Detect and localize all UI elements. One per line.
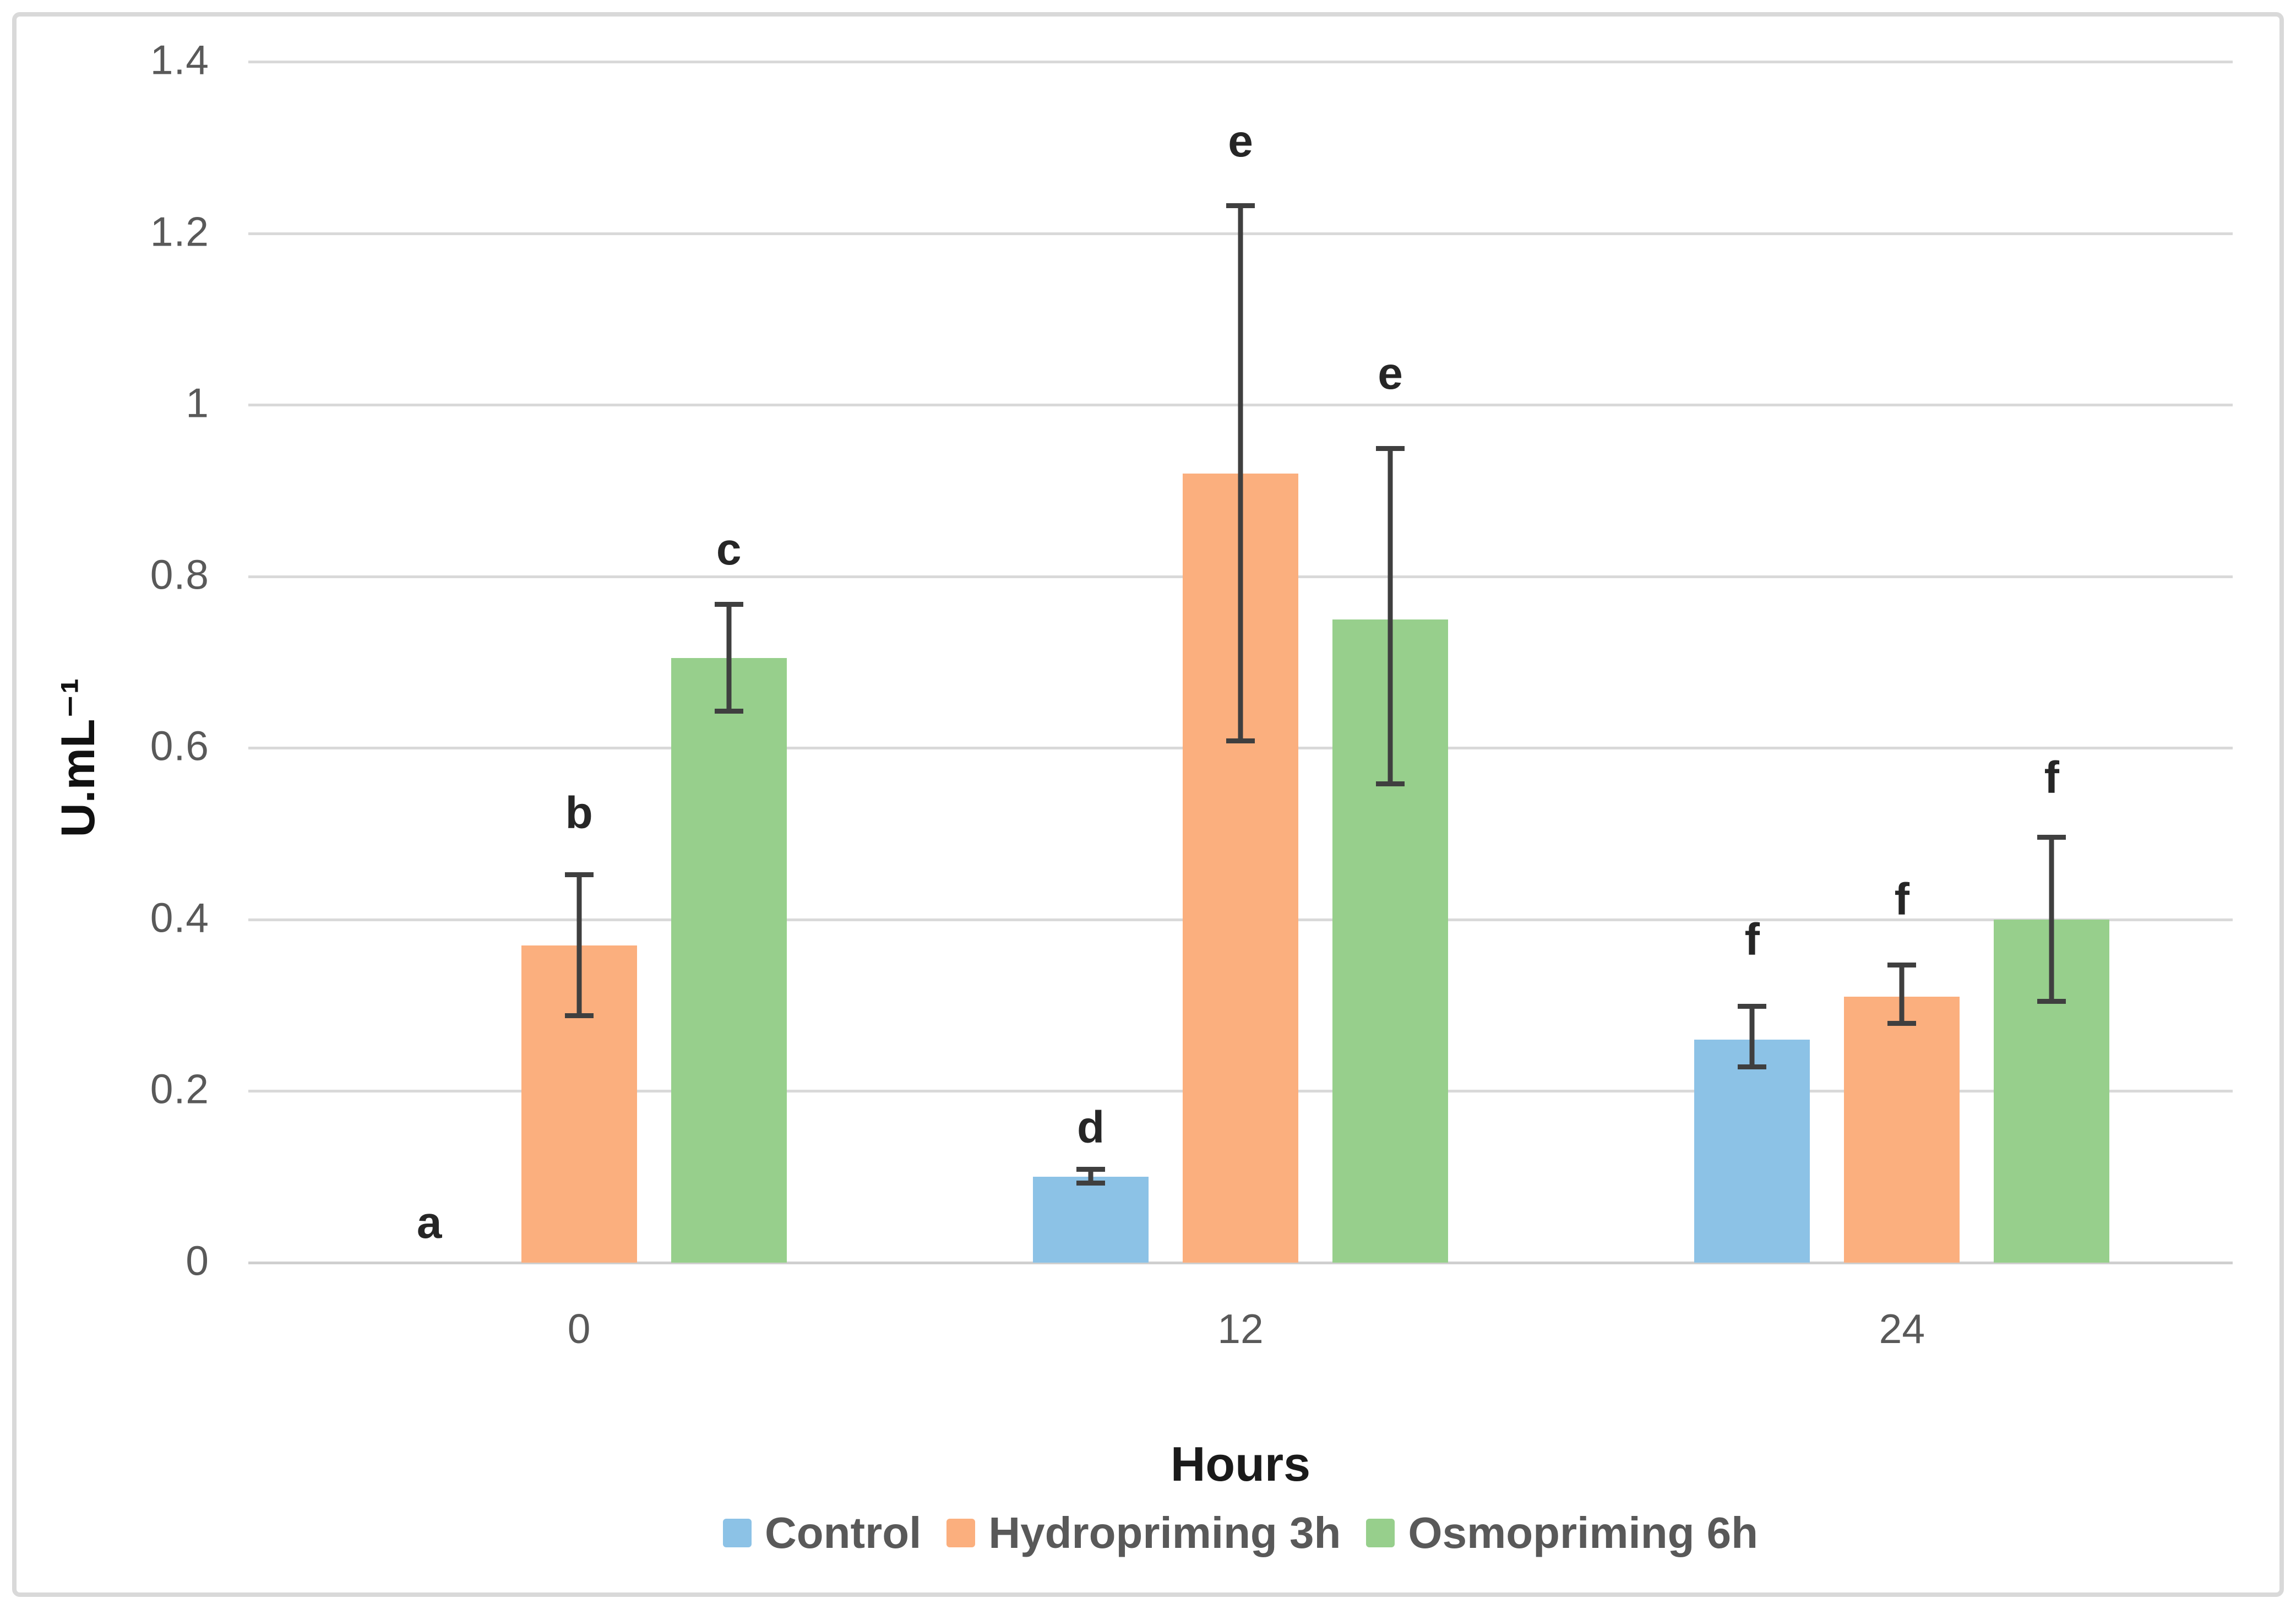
chart-outer-border <box>12 12 2284 1597</box>
y-tick-label-1.2: 1.2 <box>150 208 209 255</box>
error-bar-line <box>2049 834 2054 1004</box>
error-bar-cap-top <box>1376 445 1405 451</box>
error-bar-line <box>1088 1166 1093 1186</box>
error-bar-cap-top <box>1226 203 1255 208</box>
y-tick-label-0.2: 0.2 <box>150 1066 209 1112</box>
y-tick-label-0: 0 <box>186 1237 209 1284</box>
error-bar-cap-top <box>714 602 743 607</box>
x-tick-label-12: 12 <box>1217 1306 1264 1352</box>
significance-letter-f-24: f <box>2044 752 2059 803</box>
legend-item-osmopriming-6h: Osmopriming 6h <box>1366 1508 1758 1558</box>
error-bar-hydropriming-3h-0 <box>564 872 594 1018</box>
error-bar-cap-top <box>564 872 594 878</box>
significance-letter-f-24: f <box>1894 874 1909 925</box>
legend-item-control: Control <box>722 1508 922 1558</box>
error-bar-cap-bottom <box>1226 738 1255 744</box>
error-bar-cap-bottom <box>1738 1064 1767 1070</box>
significance-letter-a-0: a <box>416 1198 442 1248</box>
y-tick-label-1: 1 <box>186 379 209 426</box>
error-bar-cap-bottom <box>714 708 743 714</box>
x-tick-label-24: 24 <box>1879 1306 1925 1352</box>
bar-hydropriming-3h-24 <box>1844 997 1960 1263</box>
gridline-0 <box>248 1262 2233 1264</box>
error-bar-line <box>1749 1003 1755 1070</box>
error-bar-hydropriming-3h-12 <box>1226 203 1255 744</box>
legend-swatch <box>1366 1519 1395 1547</box>
y-tick-label-1.4: 1.4 <box>150 36 209 83</box>
bar-control-12 <box>1033 1177 1149 1263</box>
legend-swatch <box>946 1519 976 1547</box>
error-bar-hydropriming-3h-24 <box>1887 962 1917 1026</box>
error-bar-line <box>726 602 732 714</box>
error-bar-cap-bottom <box>1376 781 1405 787</box>
gridline-1.4 <box>248 60 2233 63</box>
significance-letter-c-0: c <box>716 524 742 575</box>
error-bar-control-24 <box>1738 1003 1767 1070</box>
legend: Control Hydropriming 3h Osmopriming 6h <box>248 1508 2233 1558</box>
error-bar-cap-bottom <box>1887 1021 1917 1026</box>
significance-letter-f-24: f <box>1744 915 1760 965</box>
error-bar-cap-top <box>1887 962 1917 967</box>
significance-letter-e-12: e <box>1228 116 1253 166</box>
significance-letter-b-0: b <box>565 787 593 838</box>
error-bar-cap-top <box>1738 1003 1767 1009</box>
error-bar-line <box>1899 962 1905 1026</box>
error-bar-line <box>1238 203 1243 744</box>
error-bar-cap-bottom <box>564 1013 594 1018</box>
x-axis-title: Hours <box>1170 1437 1311 1491</box>
legend-label: Osmopriming 6h <box>1408 1508 1759 1557</box>
error-bar-cap-top <box>2037 834 2066 840</box>
error-bar-cap-top <box>1076 1166 1105 1172</box>
y-tick-label-0.4: 0.4 <box>150 894 209 941</box>
error-bar-line <box>1388 445 1393 787</box>
error-bar-cap-bottom <box>2037 998 2066 1004</box>
error-bar-osmopriming-6h-24 <box>2037 834 2066 1004</box>
legend-label: Hydropriming 3h <box>988 1508 1341 1557</box>
error-bar-osmopriming-6h-12 <box>1376 445 1405 787</box>
error-bar-cap-bottom <box>1076 1180 1105 1186</box>
y-tick-label-0.8: 0.8 <box>150 551 209 598</box>
error-bar-line <box>576 872 582 1018</box>
significance-letter-e-12: e <box>1378 349 1403 399</box>
legend-item-hydropriming-3h: Hydropriming 3h <box>946 1508 1341 1558</box>
bar-control-24 <box>1694 1039 1810 1263</box>
error-bar-osmopriming-6h-0 <box>714 602 743 714</box>
legend-label: Control <box>764 1508 922 1557</box>
legend-swatch <box>722 1519 752 1547</box>
x-tick-label-0: 0 <box>567 1306 591 1352</box>
y-tick-label-0.6: 0.6 <box>150 722 209 769</box>
bar-osmopriming-6h-0 <box>671 657 787 1263</box>
error-bar-control-12 <box>1076 1166 1105 1186</box>
significance-letter-d-12: d <box>1076 1102 1105 1153</box>
